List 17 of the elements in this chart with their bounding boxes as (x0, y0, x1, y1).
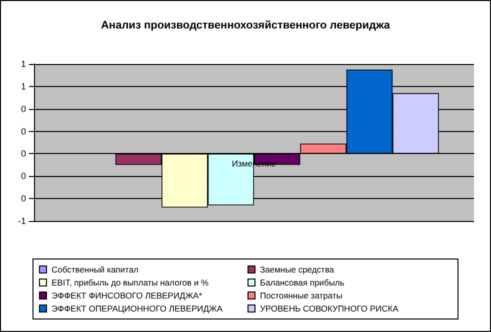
legend-label: Заемные средства (260, 264, 334, 274)
y-tick-label: 0 (20, 126, 26, 136)
legend-label: ЭФФЕКТ ОПЕРАЦИОННОГО ЛЕВЕРИДЖА (52, 304, 223, 314)
y-tick-label: 0 (20, 148, 26, 159)
y-tick-label: 1 (20, 59, 26, 69)
chart-title: Анализ производственнохозяйственного левериджа (100, 20, 391, 32)
y-tick-label: 0 (20, 171, 26, 182)
legend-label: Балансовая прибыль (260, 278, 345, 288)
legend-label: ЭФФЕКТ ФИНСОВОГО ЛЕВЕРИДЖА* (52, 290, 203, 300)
legend-label: EBIT, прибыль до выплаты налогов и % (52, 278, 209, 288)
legend-label: Собственный капитал (52, 264, 139, 274)
y-tick-label: 0 (20, 194, 26, 204)
y-tick-label: 0 (20, 104, 26, 114)
legend-label: УРОВЕНЬ СОВОКУПНОГО РИСКА (260, 304, 399, 314)
y-tick-label: 1 (20, 81, 26, 92)
y-tick-label: -1 (18, 216, 26, 226)
legend-label: Постоянные затраты (260, 290, 342, 300)
